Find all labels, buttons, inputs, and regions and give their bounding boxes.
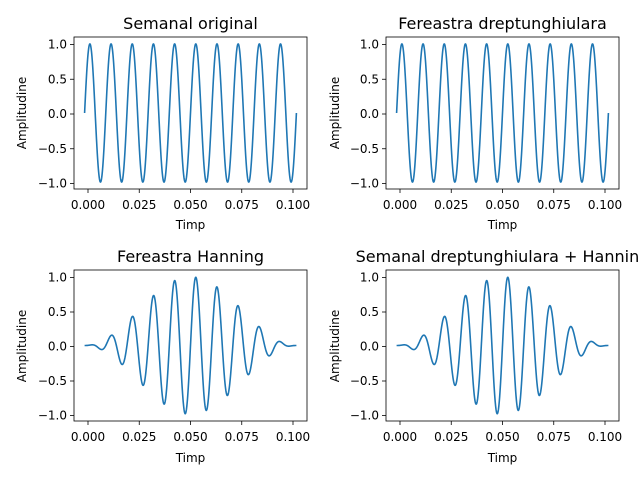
subplot-2-xtick-labels: 0.000 0.025 0.050 0.075 0.100 (383, 198, 622, 212)
xtick-label: 0.050 (485, 430, 519, 444)
subplot-1-ytick-labels: −1.0 −0.5 0.0 0.5 1.0 (38, 38, 67, 191)
subplot-2-xlabel: Timp (487, 218, 518, 232)
ytick-label: 1.0 (360, 38, 379, 52)
ytick-label: −0.5 (38, 142, 67, 156)
subplot-1-xlabel: Timp (175, 218, 206, 232)
xtick-label: 0.050 (173, 430, 207, 444)
subplot-3-xlabel: Timp (175, 451, 206, 465)
xtick-label: 0.000 (71, 430, 105, 444)
xtick-label: 0.075 (225, 198, 259, 212)
ytick-label: 0.0 (360, 340, 379, 354)
xtick-label: 0.100 (588, 198, 622, 212)
xtick-label: 0.075 (225, 430, 259, 444)
subplot-3-axes-frame (73, 269, 308, 422)
subplot-4-ticks (382, 277, 606, 425)
xtick-label: 0.025 (434, 430, 468, 444)
subplot-4-ylabel: Amplitudine (328, 310, 342, 382)
subplot-2: Fereastra dreptunghiulara Timp Amplitudi… (328, 14, 622, 232)
subplot-2-axes-frame (385, 36, 620, 190)
ytick-label: 0.5 (48, 72, 67, 86)
xtick-label: 0.100 (588, 430, 622, 444)
xtick-label: 0.000 (71, 198, 105, 212)
ytick-label: −0.5 (350, 374, 379, 388)
subplot-3-ylabel: Amplitudine (15, 310, 29, 382)
subplot-4: Semanal dreptunghiulara + Hanning Timp A… (328, 247, 640, 465)
subplot-1: Semanal original Timp Amplitudine 0.000 … (15, 14, 310, 232)
subplot-4-axes-frame (385, 269, 620, 422)
xtick-label: 0.000 (383, 198, 417, 212)
subplot-1-ylabel: Amplitudine (15, 77, 29, 149)
xtick-label: 0.025 (434, 198, 468, 212)
ytick-label: −0.5 (350, 142, 379, 156)
subplot-1-xtick-labels: 0.000 0.025 0.050 0.075 0.100 (71, 198, 310, 212)
ytick-label: 0.0 (48, 107, 67, 121)
ytick-label: 0.5 (360, 305, 379, 319)
xtick-label: 0.025 (122, 430, 156, 444)
subplot-1-ticks (70, 44, 294, 193)
subplot-2-title: Fereastra dreptunghiulara (398, 14, 607, 33)
xtick-label: 0.100 (276, 430, 310, 444)
ytick-label: −1.0 (350, 177, 379, 191)
subplot-4-title: Semanal dreptunghiulara + Hanning (356, 247, 640, 266)
ytick-label: 1.0 (360, 271, 379, 285)
ytick-label: −1.0 (38, 409, 67, 423)
xtick-label: 0.050 (173, 198, 207, 212)
xtick-label: 0.075 (537, 430, 571, 444)
subplot-3-title: Fereastra Hanning (117, 247, 264, 266)
ytick-label: 0.0 (48, 340, 67, 354)
ytick-label: 0.0 (360, 107, 379, 121)
subplot-2-ticks (382, 44, 606, 193)
subplot-4-series-line (396, 276, 609, 415)
subplot-3-series-line (84, 276, 297, 415)
subplot-1-axes-frame (73, 36, 308, 190)
ytick-label: −1.0 (350, 409, 379, 423)
subplot-3-ticks (70, 277, 294, 425)
xtick-label: 0.000 (383, 430, 417, 444)
ytick-label: −1.0 (38, 177, 67, 191)
xtick-label: 0.050 (485, 198, 519, 212)
subplot-2-series-line (395, 43, 610, 183)
xtick-label: 0.025 (122, 198, 156, 212)
xtick-label: 0.075 (537, 198, 571, 212)
subplot-3-xtick-labels: 0.000 0.025 0.050 0.075 0.100 (71, 430, 310, 444)
ytick-label: 0.5 (48, 305, 67, 319)
ytick-label: 1.0 (48, 271, 67, 285)
xtick-label: 0.100 (276, 198, 310, 212)
subplot-3-ytick-labels: −1.0 −0.5 0.0 0.5 1.0 (38, 271, 67, 423)
ytick-label: 0.5 (360, 72, 379, 86)
subplot-2-ylabel: Amplitudine (328, 77, 342, 149)
subplot-4-ytick-labels: −1.0 −0.5 0.0 0.5 1.0 (350, 271, 379, 423)
subplot-3: Fereastra Hanning Timp Amplitudine 0.000… (15, 247, 310, 465)
ytick-label: −0.5 (38, 374, 67, 388)
subplot-1-series-line (83, 43, 298, 183)
subplot-4-xtick-labels: 0.000 0.025 0.050 0.075 0.100 (383, 430, 622, 444)
subplot-2-ytick-labels: −1.0 −0.5 0.0 0.5 1.0 (350, 38, 379, 191)
subplot-4-xlabel: Timp (487, 451, 518, 465)
subplot-1-title: Semanal original (123, 14, 258, 33)
ytick-label: 1.0 (48, 38, 67, 52)
